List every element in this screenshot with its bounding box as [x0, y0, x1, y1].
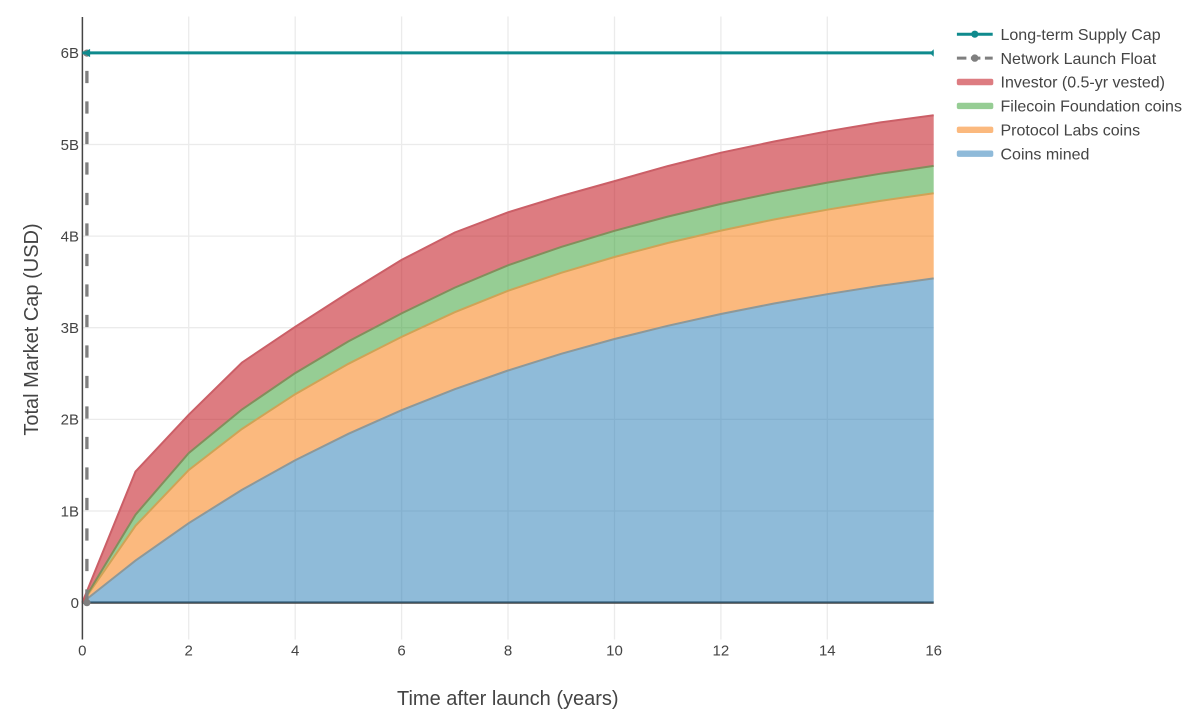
svg-text:4B: 4B: [61, 228, 79, 245]
svg-text:0: 0: [71, 595, 79, 612]
svg-text:14: 14: [819, 642, 836, 659]
svg-text:6B: 6B: [61, 45, 79, 62]
svg-text:Time after launch (years): Time after launch (years): [397, 688, 619, 710]
svg-text:Protocol Labs coins: Protocol Labs coins: [1001, 123, 1141, 140]
svg-text:6: 6: [397, 642, 405, 659]
svg-text:0: 0: [78, 642, 86, 659]
svg-text:12: 12: [713, 642, 730, 659]
svg-text:2B: 2B: [61, 412, 79, 429]
svg-text:Investor (0.5-yr vested): Investor (0.5-yr vested): [1001, 75, 1166, 92]
svg-text:Filecoin Foundation coins: Filecoin Foundation coins: [1001, 99, 1182, 116]
svg-text:4: 4: [291, 642, 299, 659]
svg-text:Coins mined: Coins mined: [1001, 146, 1090, 163]
svg-text:Long-term Supply Cap: Long-term Supply Cap: [1001, 27, 1161, 44]
svg-text:8: 8: [504, 642, 512, 659]
svg-text:2: 2: [185, 642, 193, 659]
svg-text:Network Launch Float: Network Launch Float: [1001, 51, 1157, 68]
svg-text:3B: 3B: [61, 320, 79, 337]
svg-text:Total Market Cap (USD): Total Market Cap (USD): [21, 223, 43, 435]
svg-text:5B: 5B: [61, 137, 79, 154]
svg-text:16: 16: [925, 642, 942, 659]
svg-text:10: 10: [606, 642, 623, 659]
svg-text:1B: 1B: [61, 503, 79, 520]
